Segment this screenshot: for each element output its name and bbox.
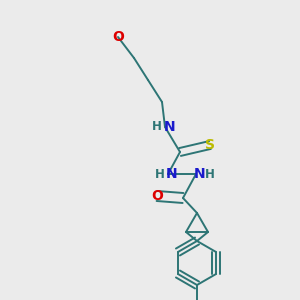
Text: O: O	[112, 30, 124, 44]
Text: S: S	[205, 138, 215, 152]
Text: H: H	[152, 121, 162, 134]
Text: N: N	[166, 167, 178, 181]
Text: N: N	[164, 120, 176, 134]
Text: N: N	[194, 167, 206, 181]
Text: O: O	[151, 189, 163, 203]
Text: H: H	[205, 167, 215, 181]
Text: H: H	[155, 167, 165, 181]
